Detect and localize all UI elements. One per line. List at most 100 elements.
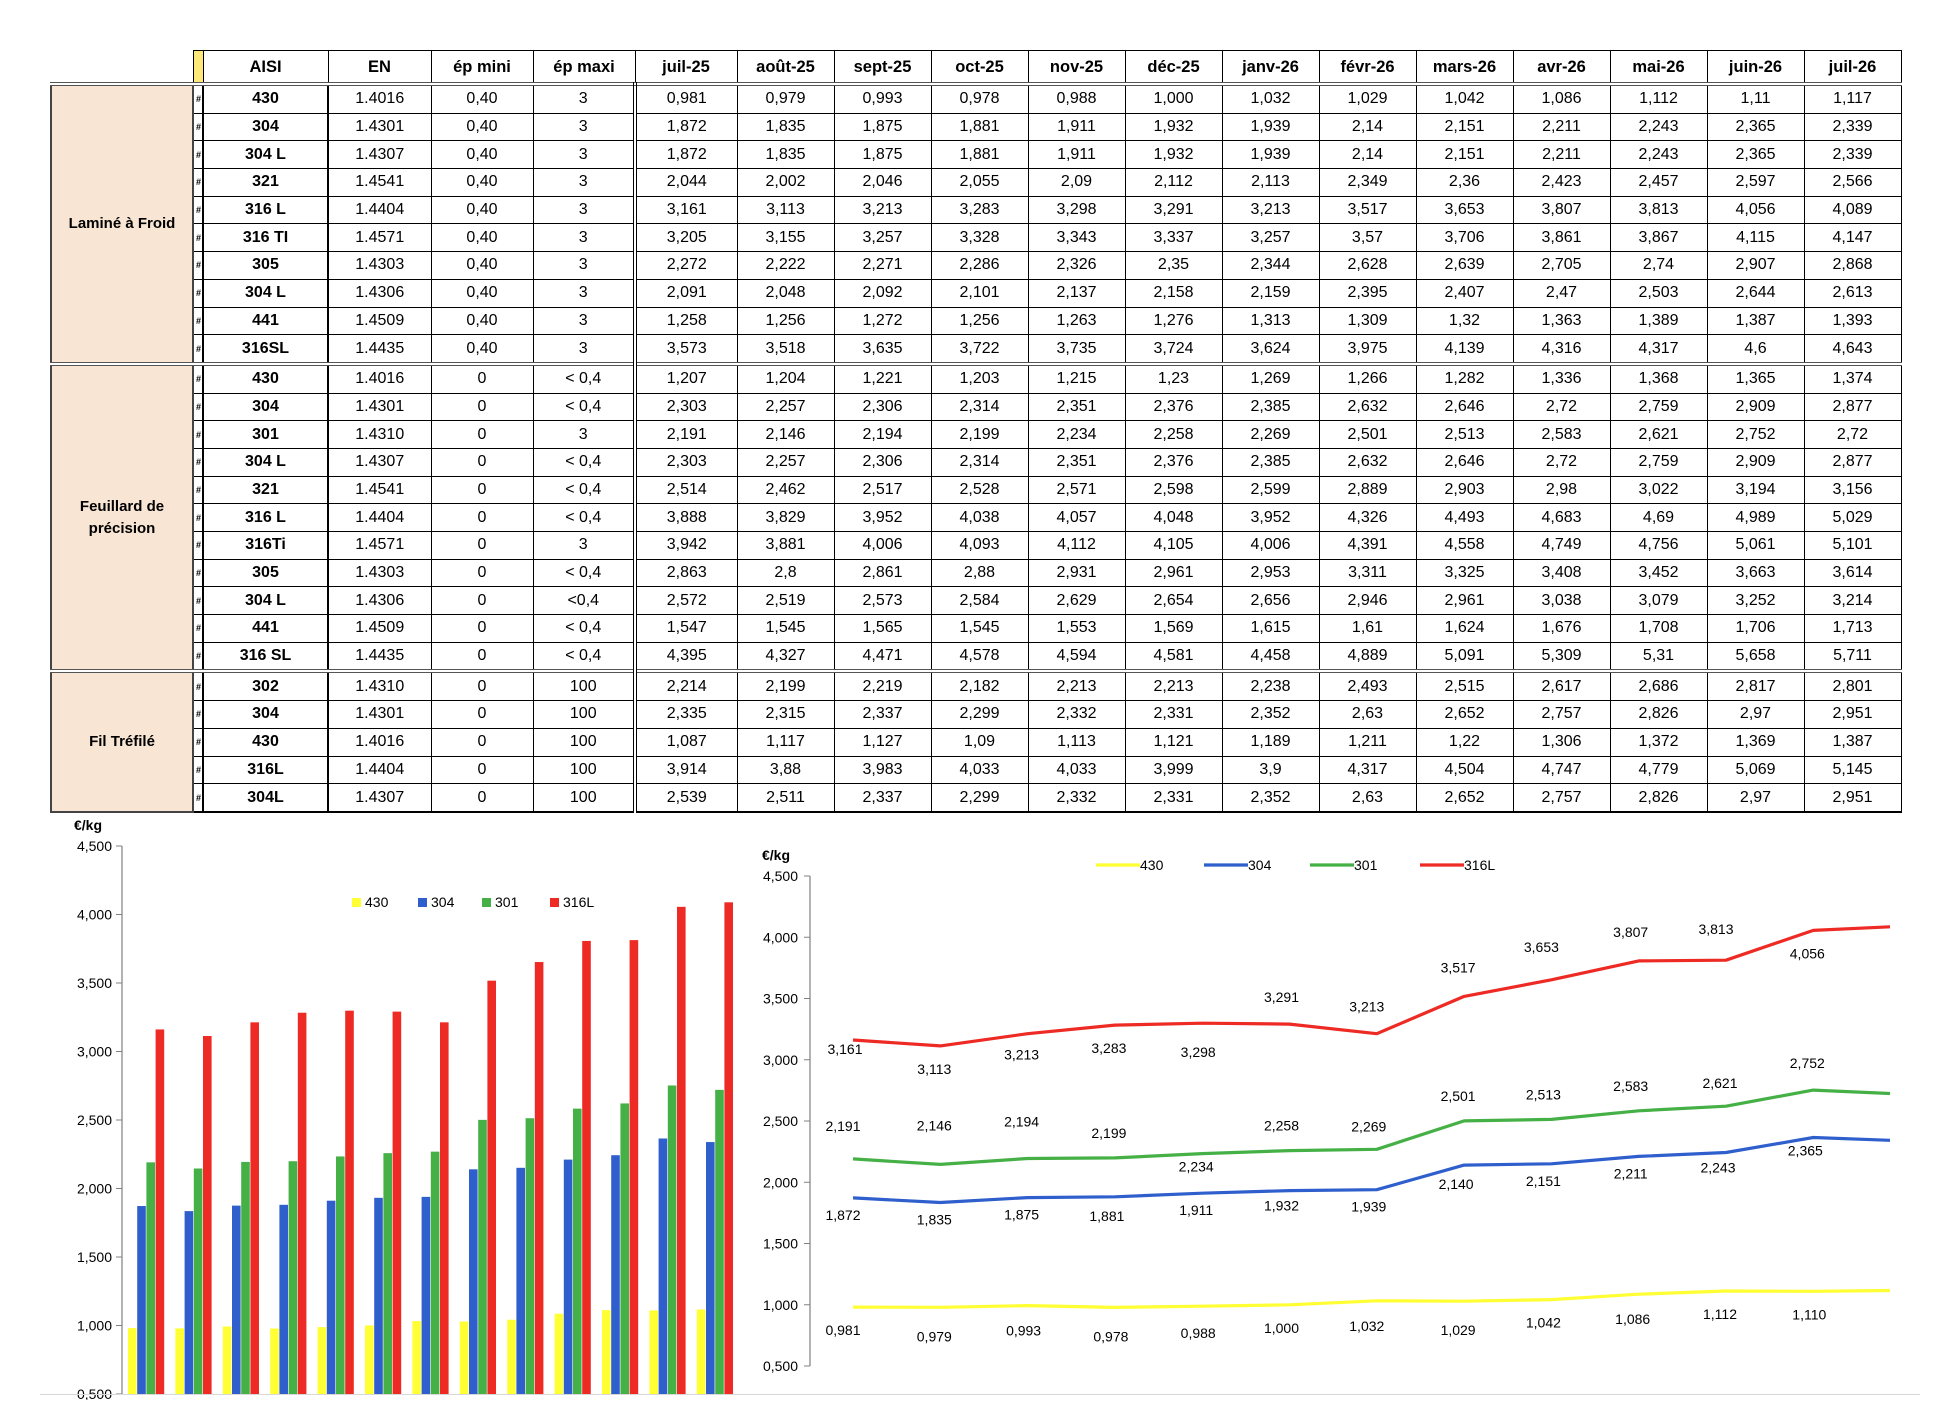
legend-label: 301 (1354, 857, 1378, 873)
bar-304 (658, 1138, 668, 1394)
data-label: 4,056 (1790, 945, 1825, 961)
price-cell: 5,711 (1803, 641, 1902, 673)
bar-304 (611, 1155, 620, 1394)
en-number: 1.4303 (327, 251, 432, 280)
row-marker: # (192, 278, 204, 308)
row-marker: # (192, 727, 204, 757)
price-cell: 1,939 (1221, 140, 1320, 170)
price-cell: 2,877 (1803, 447, 1902, 477)
row-marker: # (192, 503, 204, 532)
price-cell: 4,089 (1803, 195, 1902, 225)
price-cell: 1,336 (1512, 361, 1611, 394)
data-label: 1,932 (1264, 1198, 1299, 1214)
price-cell: 1,258 (634, 306, 738, 336)
price-cell: 2,211 (1512, 112, 1611, 142)
column-header: févr-26 (1318, 50, 1417, 85)
data-label: 2,365 (1788, 1143, 1823, 1159)
data-label: 1,029 (1441, 1322, 1476, 1338)
group-label: Feuillard de précision (50, 361, 194, 673)
price-cell: 3,735 (1027, 334, 1126, 365)
price-cell: 1,256 (930, 306, 1029, 336)
price-cell: 4,006 (1221, 531, 1320, 560)
y-unit-label: €/kg (74, 817, 102, 833)
price-cell: 3,975 (1318, 334, 1417, 365)
data-label: 3,298 (1181, 1044, 1216, 1060)
thickness-max: 3 (532, 420, 637, 449)
bar-430 (554, 1313, 564, 1394)
column-header: janv-26 (1221, 50, 1320, 85)
price-cell: 2,243 (1609, 112, 1708, 142)
price-cell: 2,351 (1027, 392, 1126, 422)
price-cell: 2,462 (736, 475, 835, 505)
price-cell: 2,571 (1027, 475, 1126, 505)
price-cell: 2,395 (1318, 278, 1417, 308)
table-row: #316L 1.4404 0 100 3,914 3,88 3,983 4,033 4,033 3… (51, 755, 1902, 785)
header-row: AISI EN ép mini ép maxi juil-25 août-25 sept-2… (51, 50, 1902, 85)
en-number: 1.4404 (327, 503, 432, 532)
price-cell: 4,038 (930, 503, 1029, 532)
thickness-min: 0 (430, 783, 534, 813)
series-line-430 (852, 1288, 1890, 1309)
data-label: 3,517 (1441, 959, 1476, 975)
price-cell: 2,572 (634, 586, 738, 616)
price-cell: 1,835 (736, 140, 835, 170)
thickness-min: 0 (430, 420, 534, 449)
price-cell: 2,238 (1221, 669, 1320, 702)
price-cell: 1,615 (1221, 614, 1320, 643)
en-number: 1.4541 (327, 168, 432, 197)
table-row: #304 1.4301 0,40 3 1,872 1,835 1,875 1,881 1,911… (51, 112, 1902, 142)
price-cell: 2,74 (1609, 251, 1708, 280)
price-cell: 1,256 (736, 306, 835, 336)
aisi-grade: 441 (202, 306, 329, 336)
y-tick-label: 3,500 (763, 991, 798, 1007)
price-cell: 4,594 (1027, 641, 1126, 673)
price-cell: 2,97 (1706, 783, 1805, 813)
table-row: #316 L 1.4404 0 < 0,4 3,888 3,829 3,952 4,038 4,… (51, 503, 1902, 532)
price-cell: 1,029 (1318, 81, 1417, 114)
aisi-grade: 430 (202, 727, 329, 757)
price-cell: 0,993 (833, 81, 932, 114)
en-number: 1.4301 (327, 392, 432, 422)
table-row: #304L 1.4307 0 100 2,539 2,511 2,337 2,299 2,332… (51, 783, 1902, 813)
price-cell: 2,306 (833, 447, 932, 477)
price-cell: 3,213 (833, 195, 932, 225)
price-cell: 2,877 (1803, 392, 1902, 422)
data-label: 2,513 (1526, 1086, 1561, 1102)
price-cell: 3,983 (833, 755, 932, 785)
price-cell: 2,271 (833, 251, 932, 280)
price-cell: 1,032 (1221, 81, 1320, 114)
price-cell: 3,724 (1124, 334, 1223, 365)
aisi-grade: 316 TI (202, 223, 329, 253)
row-marker: # (192, 81, 204, 114)
price-cell: 1,61 (1318, 614, 1417, 643)
bar-430 (412, 1321, 421, 1394)
price-cell: 1,215 (1027, 361, 1126, 394)
legend-label: 316L (1464, 857, 1495, 873)
price-cell: 3,517 (1318, 195, 1417, 225)
price-cell: 2,337 (833, 700, 932, 729)
data-label: 0,981 (825, 1322, 860, 1338)
table-row: #304 L 1.4306 0,40 3 2,091 2,048 2,092 2,101 2,1… (51, 278, 1902, 308)
price-cell: 3,653 (1415, 195, 1514, 225)
price-cell: 2,299 (930, 700, 1029, 729)
row-marker: # (192, 361, 204, 394)
price-cell: 2,158 (1124, 278, 1223, 308)
en-number: 1.4301 (327, 112, 432, 142)
en-number: 1.4307 (327, 447, 432, 477)
data-label: 3,113 (917, 1061, 951, 1077)
en-number: 1.4509 (327, 614, 432, 643)
price-cell: 1,263 (1027, 306, 1126, 336)
price-cell: 1,911 (1027, 140, 1126, 170)
legend-label: 304 (1248, 857, 1272, 873)
price-cell: 4,6 (1706, 334, 1805, 365)
price-cell: 4,458 (1221, 641, 1320, 673)
table-row: #441 1.4509 0 < 0,4 1,547 1,545 1,565 1,545 1,55… (51, 614, 1902, 643)
data-label: 3,213 (1004, 1047, 1039, 1063)
en-number: 1.4016 (327, 727, 432, 757)
price-cell: 1,11 (1706, 81, 1805, 114)
bar-301 (573, 1108, 582, 1394)
price-cell: 3,807 (1512, 195, 1611, 225)
price-cell: 3,888 (634, 503, 738, 532)
price-cell: 2,646 (1415, 392, 1514, 422)
price-cell: 2,656 (1221, 586, 1320, 616)
